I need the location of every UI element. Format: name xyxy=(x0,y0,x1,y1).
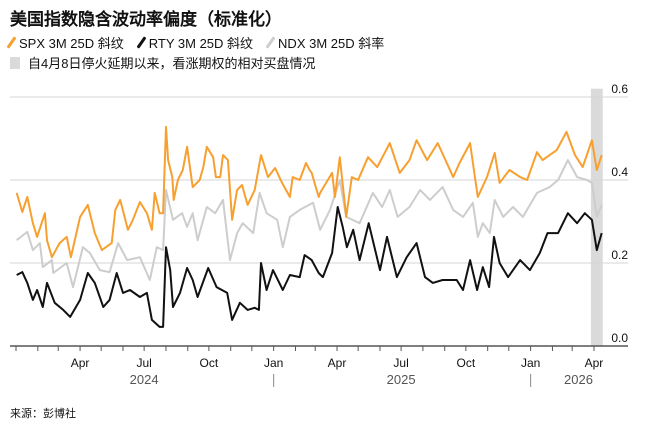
legend: SPX 3M 25D 斜纹 RTY 3M 25D 斜纹 NDX 3M 25D 斜… xyxy=(6,33,385,52)
legend-swatch-band-icon xyxy=(10,56,20,69)
series-line-spx xyxy=(15,125,603,259)
legend-label-rty: RTY 3M 25D 斜纹 xyxy=(148,36,254,51)
y-tick-label: 0.6 xyxy=(611,82,628,96)
x-tick-label: Oct xyxy=(200,356,219,370)
x-tick-label: Apr xyxy=(328,356,347,370)
legend-item-rty: RTY 3M 25D 斜纹 xyxy=(136,33,254,52)
legend-label-ndx: NDX 3M 25D 斜率 xyxy=(278,36,385,51)
series-line-ndx xyxy=(16,159,603,289)
y-tick-label: 0.0 xyxy=(611,331,628,345)
series-line-rty xyxy=(16,206,603,328)
x-tick-label: Jul xyxy=(393,356,408,370)
x-tick-label: Jul xyxy=(136,356,151,370)
legend-item-band: 自4月8日停火延期以来，看涨期权的相对买盘情况 xyxy=(10,53,315,72)
source-note: 来源：彭博社 xyxy=(10,408,76,420)
x-year-label: 2026 xyxy=(564,372,593,387)
y-tick-label: 0.2 xyxy=(611,248,628,262)
chart-title: 美国指数隐含波动率偏度（标准化） xyxy=(10,10,282,29)
x-tick-label: Jan xyxy=(264,356,283,370)
x-tick-label: Oct xyxy=(457,356,476,370)
y-tick-label: 0.4 xyxy=(611,165,628,179)
x-tick-label: Apr xyxy=(585,356,604,370)
x-tick-label: Apr xyxy=(71,356,90,370)
legend-item-spx: SPX 3M 25D 斜纹 xyxy=(6,33,124,52)
x-year-label: 2025 xyxy=(387,372,416,387)
x-year-label: 2024 xyxy=(130,372,159,387)
x-tick-label: Jan xyxy=(521,356,540,370)
legend-item-ndx: NDX 3M 25D 斜率 xyxy=(265,33,385,52)
legend-label-band: 自4月8日停火延期以来，看涨期权的相对买盘情况 xyxy=(28,56,316,71)
legend-label-spx: SPX 3M 25D 斜纹 xyxy=(19,36,124,51)
